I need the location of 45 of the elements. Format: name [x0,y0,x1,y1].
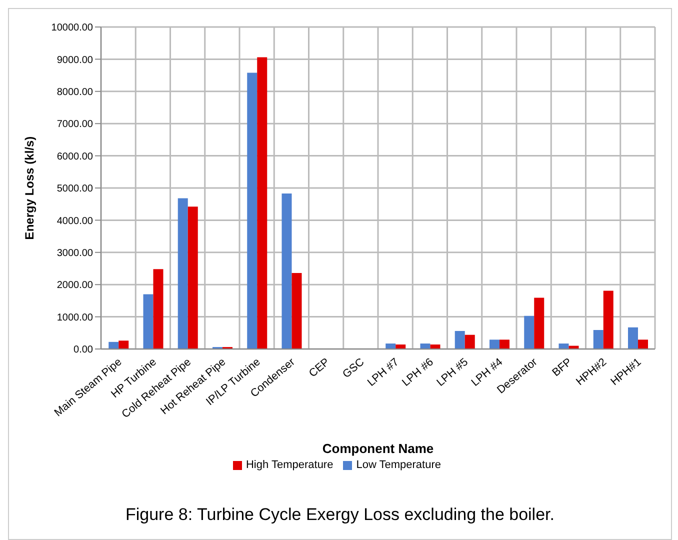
bar [386,344,396,349]
bar [558,344,569,349]
bar [292,273,302,349]
y-tick-label: 4000.00 [56,216,94,227]
x-axis-title: Component Name [322,441,434,456]
legend-label: High Temperature [246,459,334,471]
bar [108,342,119,349]
bar [524,316,534,349]
bar [178,198,188,349]
y-tick-label: 1000.00 [56,312,94,324]
legend-label: Low Temperature [356,459,442,471]
y-axis-title: Energy Loss (kl/s) [22,136,36,240]
bar [534,298,544,349]
y-tick-label: 0.00 [74,344,94,356]
x-tick-label: LPH #7 [365,356,402,389]
caption: Figure 8: Turbine Cycle Exergy Loss excluding the boiler. [124,504,556,526]
y-tick-label: 10000.00 [51,22,94,34]
y-tick-label: 9000.00 [56,54,94,66]
bar [489,340,500,349]
bar [603,290,614,349]
bar [143,294,154,349]
x-tick-label: BFP [550,356,574,380]
bar [118,340,129,349]
x-tick-label: CEP [306,356,332,380]
bar [454,330,465,349]
x-tick-label: GSC [340,356,367,381]
bar [638,340,648,349]
bar [499,340,510,349]
bar [247,72,258,349]
y-tick-label: 2000.00 [56,280,94,292]
bar [257,57,268,349]
bar [282,193,292,349]
bar [628,327,638,349]
bar [188,206,198,349]
y-tick-label: 7000.00 [56,119,94,130]
bar [420,344,430,349]
bar [153,269,164,349]
bar [593,330,604,349]
y-tick-label: 6000.00 [56,151,94,162]
y-tick-label: 3000.00 [56,248,94,259]
y-tick-label: 8000.00 [56,86,94,98]
x-tick-label: LPH #5 [434,356,470,389]
x-tick-label: LPH #6 [400,356,436,389]
bar [464,334,475,349]
y-tick-label: 5000.00 [56,184,94,195]
